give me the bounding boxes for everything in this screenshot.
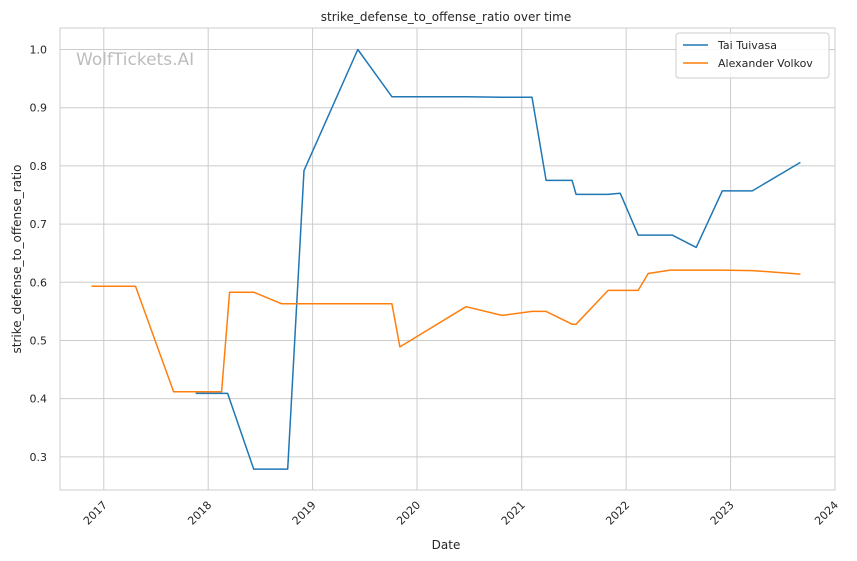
series-layer (91, 48, 801, 470)
legend: Tai Tuivasa Alexander Volkov (675, 32, 830, 79)
y-gridlines (60, 49, 835, 458)
legend-label: Alexander Volkov (718, 57, 813, 70)
y-tick-labels: 0.3 0.4 0.5 0.6 0.7 0.8 0.9 1.0 (30, 44, 48, 464)
legend-box (675, 32, 830, 79)
x-tick-label: 2021 (499, 499, 528, 528)
legend-label: Tai Tuivasa (717, 39, 777, 52)
y-tick-label: 0.7 (30, 218, 48, 231)
y-tick-label: 0.9 (30, 102, 48, 115)
plot-frame (59, 27, 836, 491)
y-tick-label: 0.6 (30, 276, 48, 289)
x-tick-label: 2019 (290, 499, 319, 528)
watermark-logo: WolfTickets.AI (76, 50, 194, 70)
x-gridlines (103, 28, 836, 490)
y-tick-label: 0.8 (30, 160, 48, 173)
x-tick-label: 2020 (394, 499, 423, 528)
y-tick-label: 0.5 (30, 334, 48, 347)
x-axis-title: Date (432, 538, 461, 552)
series-line-tai-tuivasa (195, 48, 801, 470)
y-tick-label: 0.4 (30, 393, 48, 406)
x-tick-label: 2023 (708, 499, 737, 528)
series-line-alexander-volkov (91, 269, 801, 393)
x-tick-label: 2017 (81, 499, 110, 528)
chart-title: strike_defense_to_offense_ratio over tim… (321, 10, 571, 24)
x-tick-labels: 2017 2018 2019 2020 2021 2022 2023 2024 (81, 499, 841, 528)
x-tick-label: 2022 (603, 499, 632, 528)
y-axis-title: strike_defense_to_offense_ratio (10, 165, 24, 354)
x-tick-label: 2018 (185, 499, 214, 528)
y-tick-label: 0.3 (30, 451, 48, 464)
y-tick-label: 1.0 (30, 44, 48, 57)
x-tick-label: 2024 (812, 499, 841, 528)
